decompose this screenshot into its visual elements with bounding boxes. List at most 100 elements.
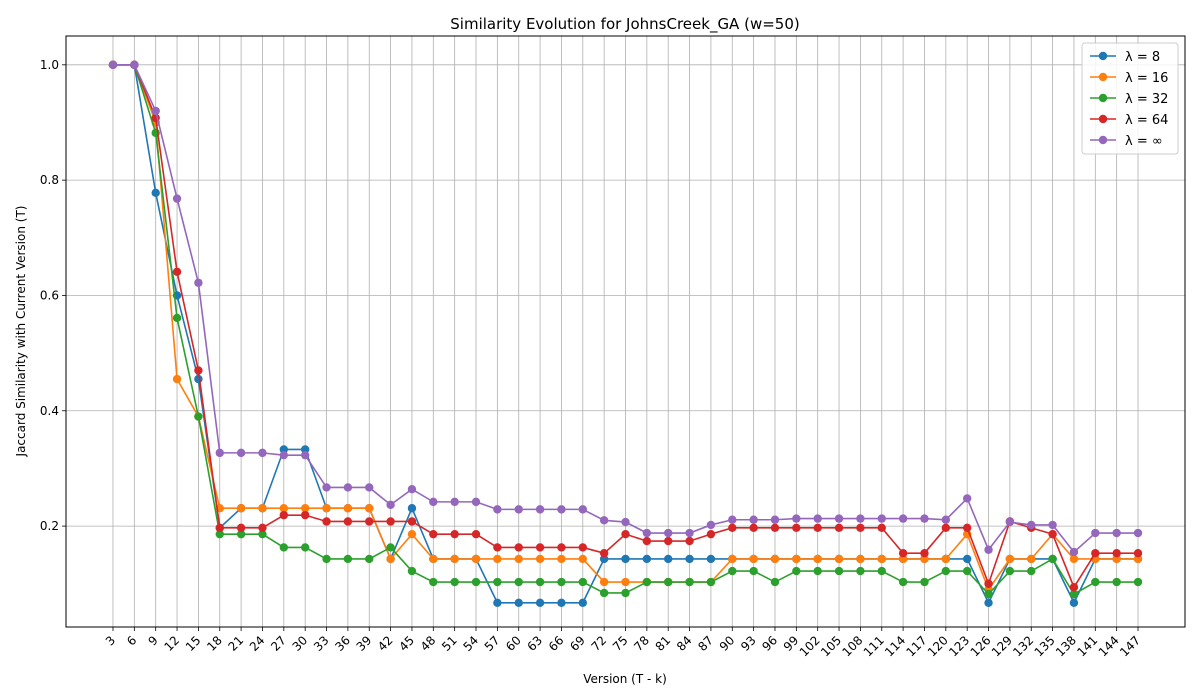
x-tick-label: 96 (759, 633, 780, 654)
x-tick-label: 30 (290, 633, 311, 654)
data-point (706, 554, 716, 564)
x-tick-label: 15 (183, 633, 204, 654)
data-point (1112, 548, 1121, 558)
x-tick-label: 27 (268, 633, 289, 654)
data-point (1112, 577, 1121, 587)
data-point (215, 529, 224, 539)
data-point (258, 523, 267, 533)
data-point (813, 566, 822, 576)
data-point (343, 517, 353, 526)
data-point (728, 566, 737, 576)
data-point (471, 554, 481, 564)
data-point (664, 577, 673, 587)
data-point (535, 505, 545, 514)
data-point (962, 566, 972, 576)
data-point (1005, 566, 1015, 576)
legend-label: λ = 16 (1125, 71, 1168, 86)
data-point (322, 483, 331, 492)
legend-label: λ = 32 (1125, 92, 1168, 107)
series-layer (108, 60, 1143, 607)
x-tick-label: 66 (546, 633, 567, 654)
x-tick-label: 12 (161, 633, 182, 654)
x-tick-label: 51 (439, 633, 460, 654)
data-point (1027, 520, 1036, 530)
x-tick-label: 81 (653, 633, 674, 654)
legend-swatch-marker (1098, 135, 1108, 145)
data-point (642, 554, 652, 564)
data-point (941, 554, 951, 564)
y-axis-title: Jaccard Similarity with Current Version … (14, 206, 28, 458)
x-tick-label: 24 (247, 633, 268, 654)
data-point (685, 554, 694, 564)
series-4 (108, 60, 1143, 592)
legend-frame (1081, 42, 1179, 155)
data-point (365, 483, 374, 492)
data-point (1133, 548, 1143, 558)
data-point (685, 536, 694, 546)
data-point (920, 554, 929, 564)
x-tick-label: 111 (861, 633, 887, 659)
data-point (535, 554, 545, 564)
data-point (877, 523, 886, 533)
data-point (407, 484, 417, 494)
legend-item: λ = 32 (1090, 92, 1168, 107)
data-point (834, 566, 844, 576)
data-point (621, 577, 630, 587)
data-point (984, 589, 993, 599)
data-point (599, 577, 609, 587)
data-point (535, 577, 545, 587)
data-point (1091, 548, 1100, 558)
data-point (407, 566, 417, 576)
legend-swatch-marker (1098, 114, 1108, 124)
data-point (941, 566, 951, 576)
data-point (770, 523, 780, 533)
data-point (300, 510, 310, 520)
data-point (642, 528, 652, 538)
data-point (514, 554, 523, 564)
data-point (493, 598, 502, 607)
data-point (813, 514, 822, 523)
data-point (514, 505, 523, 514)
data-point (514, 577, 523, 587)
data-point (343, 483, 353, 492)
data-point (322, 504, 331, 513)
x-tick-label: 48 (418, 633, 439, 654)
x-tick-label: 36 (332, 633, 353, 654)
data-point (898, 514, 908, 523)
data-point (706, 577, 716, 587)
data-point (407, 529, 417, 539)
x-tick-label: 3 (103, 633, 118, 648)
data-point (151, 106, 160, 116)
data-point (1069, 589, 1079, 599)
data-point (130, 60, 139, 70)
data-point (578, 577, 587, 587)
data-point (493, 577, 502, 587)
x-tick-label: 123 (946, 633, 972, 659)
data-point (450, 497, 459, 507)
data-point (1069, 583, 1079, 592)
data-point (962, 554, 972, 564)
y-tick-label: 0.2 (40, 519, 59, 533)
data-point (856, 554, 865, 564)
data-point (279, 450, 289, 460)
data-point (1091, 528, 1100, 538)
x-tick-label: 126 (968, 633, 994, 659)
data-point (962, 494, 972, 503)
x-tick-label: 90 (717, 633, 738, 654)
data-point (258, 448, 267, 458)
x-tick-label: 108 (839, 633, 865, 659)
data-point (1133, 554, 1143, 564)
data-point (258, 504, 267, 513)
data-point (898, 554, 908, 564)
data-point (856, 514, 865, 523)
legend-item: λ = 8 (1090, 50, 1160, 65)
data-point (856, 566, 865, 576)
data-point (834, 523, 844, 533)
data-point (770, 554, 780, 564)
data-point (279, 543, 289, 552)
data-point (300, 445, 310, 454)
data-point (535, 543, 545, 552)
x-tick-label: 63 (524, 633, 545, 654)
y-tick-label: 0.8 (40, 173, 59, 187)
data-point (557, 554, 566, 564)
